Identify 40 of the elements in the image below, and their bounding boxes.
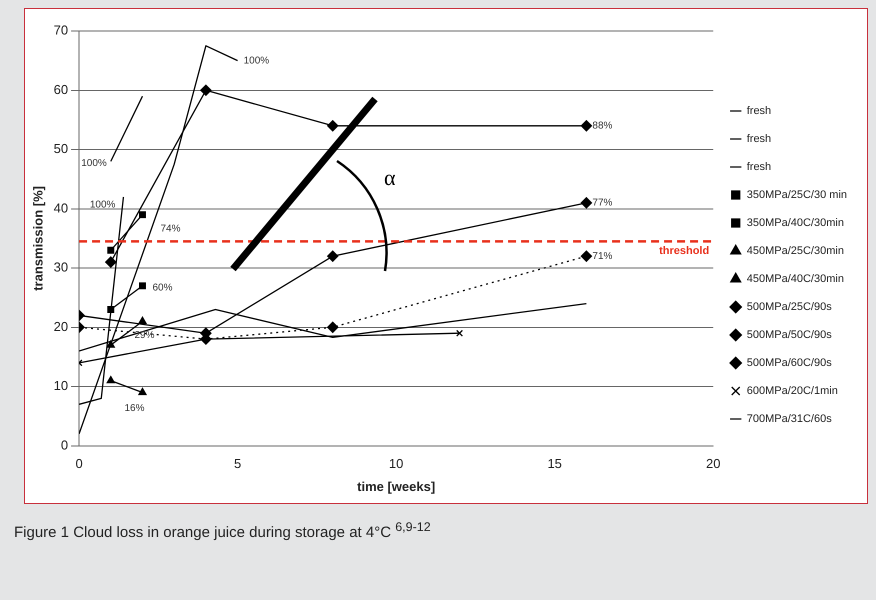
x-axis-title: time [weeks] bbox=[357, 478, 436, 494]
x-tick-label: 20 bbox=[706, 456, 720, 472]
annotation: 100% bbox=[244, 55, 270, 66]
legend-label: fresh bbox=[746, 105, 772, 118]
y-tick-label: 50 bbox=[54, 141, 68, 156]
caption: Figure 1 Cloud loss in orange juice during storage at 4°C $^{6,9-12}$ bbox=[14, 520, 431, 541]
legend-label: 350MPa/25C/30 min bbox=[746, 189, 848, 202]
legend-label: 700MPa/31C/60s bbox=[746, 413, 832, 426]
legend-label: 500MPa/25C/90s bbox=[746, 301, 832, 314]
legend-label: 600MPa/20C/1min bbox=[746, 385, 838, 398]
legend-label: 350MPa/40C/30min bbox=[746, 217, 844, 230]
annotation: 100% bbox=[81, 158, 107, 170]
annotation: 29% bbox=[134, 330, 155, 342]
y-tick-label: 10 bbox=[54, 378, 68, 394]
annotation: 16% bbox=[124, 403, 145, 414]
annotation: 71% bbox=[592, 250, 613, 262]
x-tick-label: 5 bbox=[234, 456, 242, 472]
y-tick-label: 0 bbox=[60, 437, 68, 452]
y-tick-label: 70 bbox=[54, 22, 68, 38]
y-tick-label: 60 bbox=[54, 82, 68, 97]
legend-label: 450MPa/25C/30min bbox=[746, 245, 844, 258]
x-tick-label: 15 bbox=[547, 456, 562, 472]
annotation: α bbox=[384, 164, 396, 190]
y-axis-title: transmission [%] bbox=[30, 186, 46, 291]
y-tick-label: 20 bbox=[54, 318, 68, 334]
y-tick-label: 40 bbox=[54, 200, 68, 216]
y-tick-label: 30 bbox=[54, 260, 68, 275]
annotation: 88% bbox=[592, 120, 613, 132]
legend-label: 500MPa/60C/90s bbox=[746, 357, 832, 370]
x-tick-label: 0 bbox=[75, 456, 83, 472]
annotation: 100% bbox=[90, 200, 116, 211]
ref-line-label: threshold bbox=[659, 244, 710, 257]
legend-label: fresh bbox=[746, 133, 772, 146]
annotation: 74% bbox=[160, 223, 181, 234]
x-tick-label: 10 bbox=[388, 456, 404, 472]
annotation: 77% bbox=[592, 198, 613, 209]
legend-label: fresh bbox=[746, 161, 772, 174]
annotation: 60% bbox=[152, 282, 173, 294]
legend-label: 500MPa/50C/90s bbox=[746, 329, 832, 342]
legend-label: 450MPa/40C/30min bbox=[746, 273, 844, 286]
